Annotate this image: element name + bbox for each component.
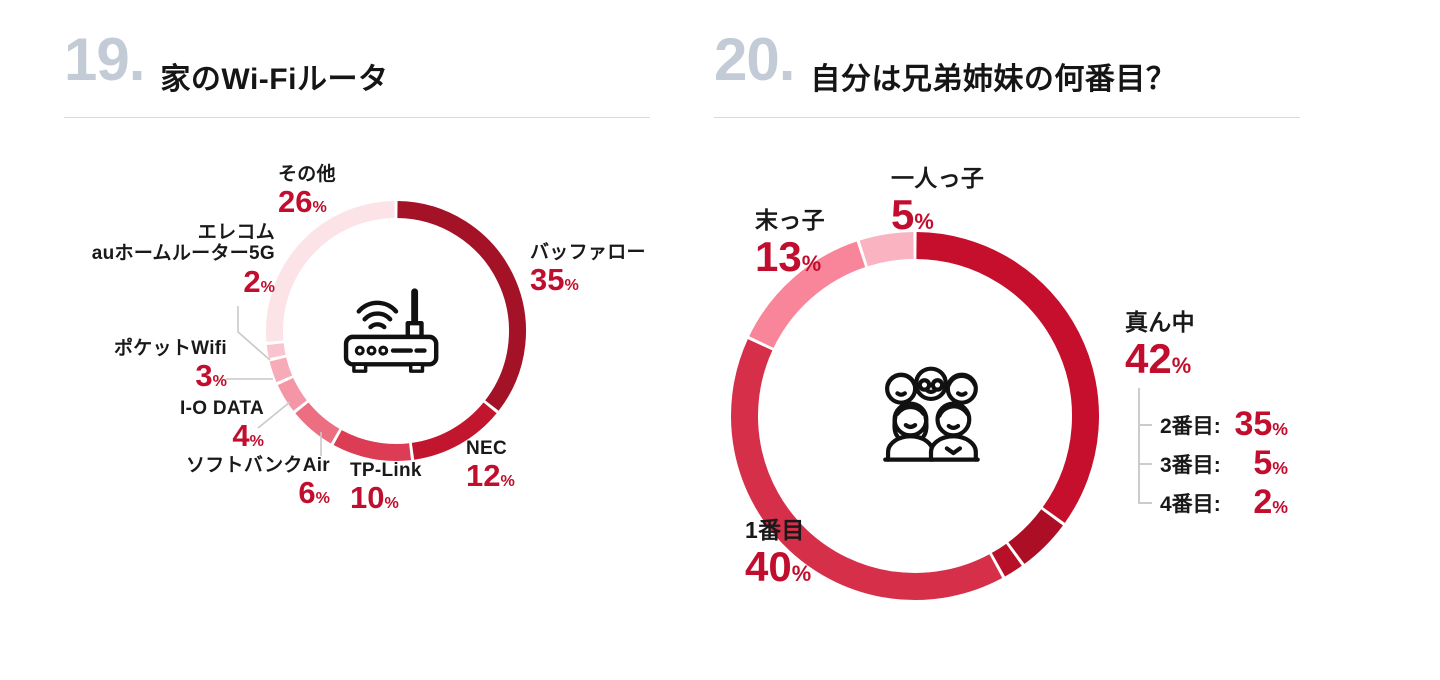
breakdown-name: 2番目: — [1160, 414, 1221, 438]
label-youngest-child: 末っ子 13% — [755, 207, 825, 280]
breakdown-value: 35% — [1234, 405, 1288, 443]
label-buffalo: バッファロー 35% — [530, 242, 646, 297]
wifi-router-icon — [338, 282, 456, 385]
donut-segment-ポケットWifi — [269, 357, 293, 383]
label-tp-link: TP-Link 10% — [350, 460, 422, 515]
label-sonota: その他 26% — [278, 164, 336, 219]
sibling-order-donut-chart — [731, 232, 1099, 600]
donut-segment-1番目 — [731, 339, 1003, 600]
segment-name: ポケットWifi — [113, 338, 227, 359]
breakdown-row-2nd: 2番目: 35% — [1138, 405, 1288, 444]
donut-segment-バッファロー — [397, 201, 526, 411]
segment-value: 12% — [466, 458, 515, 494]
bracket-vertical-line — [1138, 388, 1140, 503]
segment-value: 26% — [278, 184, 327, 220]
page-title: 自分は兄弟姉妹の何番目？ — [810, 63, 1177, 96]
label-pocket-wifi: ポケットWifi 3% — [114, 338, 227, 393]
segment-name: エレコム auホームルーター5G — [91, 222, 275, 265]
segment-value: 35% — [530, 262, 579, 298]
middle-child-breakdown: 2番目: 35% 3番目: 5% 4番目: 2% — [1138, 388, 1288, 522]
question-19-header: 19. 家のWi-Fiルータ — [64, 30, 650, 98]
donut-segment-2番目 — [916, 232, 1099, 523]
donut-segment-その他 — [266, 201, 395, 342]
group-name: 真ん中 — [1125, 309, 1195, 335]
label-softbank-air: ソフトバンクAir 6% — [186, 455, 330, 510]
breakdown-name: 4番目: — [1160, 492, 1221, 516]
donut-segment-3番目 — [1008, 509, 1063, 564]
segment-value: 13% — [755, 232, 822, 280]
label-io-data: I-O DATA 4% — [180, 398, 264, 453]
bracket-tick — [1138, 501, 1152, 504]
wifi-router-donut-chart — [266, 201, 526, 461]
header-divider — [714, 117, 1300, 118]
segment-value: 6% — [298, 475, 330, 511]
breakdown-value: 2% — [1253, 483, 1288, 521]
segment-value: 2% — [243, 263, 275, 299]
donut-segment-TP-Link — [333, 430, 412, 461]
segment-value: 5% — [891, 190, 934, 238]
label-nec: NEC 12% — [466, 438, 515, 493]
label-elecom-au-home-router: エレコム auホームルーター5G 2% — [92, 222, 275, 298]
segment-name: 末っ子 — [755, 207, 825, 233]
donut-segment-末っ子 — [749, 241, 866, 349]
question-number: 20. — [714, 26, 795, 93]
segment-name: ソフトバンクAir — [185, 455, 330, 476]
bracket-tick — [1138, 423, 1152, 426]
segment-value: 40% — [745, 542, 812, 590]
segment-name: 1番目 — [745, 517, 805, 543]
donut-segment-NEC — [411, 402, 497, 460]
breakdown-row-4th: 4番目: 2% — [1138, 483, 1288, 522]
label-first-born: 1番目 40% — [745, 517, 812, 590]
leader-lines — [226, 306, 322, 456]
header-divider — [64, 117, 650, 118]
segment-name: TP-Link — [350, 460, 422, 481]
donut-segment-エレコム — [266, 343, 286, 359]
segment-value: 10% — [350, 480, 399, 516]
question-20-header: 20. 自分は兄弟姉妹の何番目？ — [714, 30, 1300, 98]
breakdown-row-3rd: 3番目: 5% — [1138, 444, 1288, 483]
donut-segment-I-O DATA — [277, 377, 307, 411]
donut-segment-一人っ子 — [859, 232, 914, 267]
breakdown-name: 3番目: — [1160, 453, 1221, 477]
bracket-tick — [1138, 462, 1152, 465]
page-title: 家のWi-Fiルータ — [160, 63, 389, 96]
segment-name: NEC — [466, 438, 508, 459]
breakdown-value: 5% — [1253, 444, 1288, 482]
question-number: 19. — [64, 26, 145, 93]
segment-name: その他 — [278, 164, 336, 185]
segment-name: バッファロー — [530, 242, 646, 263]
segment-value: 4% — [232, 418, 264, 454]
label-only-child: 一人っ子 5% — [891, 165, 985, 238]
donut-segment-4番目 — [991, 543, 1022, 577]
family-icon — [875, 358, 987, 471]
segment-name: 一人っ子 — [891, 165, 985, 191]
segment-name: I-O DATA — [179, 398, 264, 419]
donut-segment-ソフトバンクAir — [295, 402, 340, 444]
label-middle-child: 真ん中 42% — [1125, 309, 1195, 382]
group-value: 42% — [1125, 334, 1192, 382]
segment-value: 3% — [195, 358, 227, 394]
